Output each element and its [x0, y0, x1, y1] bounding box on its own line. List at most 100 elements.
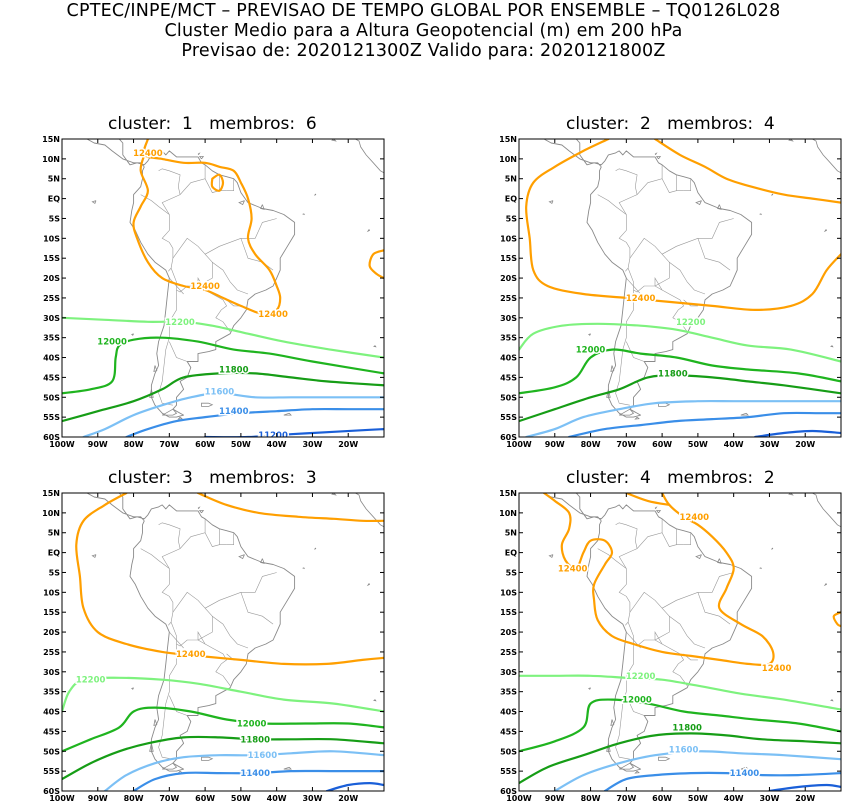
lon-tick-label: 40W	[267, 794, 287, 803]
lon-tick-label: 30W	[759, 794, 779, 803]
island	[201, 756, 214, 761]
lon-tick-label: 70W	[616, 440, 636, 449]
lon-tick-label: 70W	[159, 794, 179, 803]
contour-label: 12400	[626, 294, 656, 304]
contour-label: 12000	[237, 719, 267, 729]
map-panel-3: 12400 12200 12000 11800 11600 11400 15N 10N 5N EQ…	[42, 489, 385, 803]
contour-11800	[519, 732, 841, 785]
island	[812, 493, 841, 528]
lat-tick-label: 20S	[43, 274, 60, 283]
lon-tick-label: 100W	[49, 440, 75, 449]
lat-tick-label: EQ	[48, 549, 60, 558]
lat-tick-label: 5N	[505, 529, 517, 538]
contour-11600	[82, 392, 384, 437]
country-border	[158, 168, 181, 195]
island	[238, 554, 245, 560]
lon-tick-label: 60W	[195, 440, 215, 449]
lat-tick-label: 50S	[43, 747, 60, 756]
lat-tick-label: 15S	[43, 254, 60, 263]
lat-tick-label: 5S	[49, 568, 61, 577]
lat-tick-label: 15N	[42, 489, 60, 498]
lat-tick-label: 10N	[499, 509, 517, 518]
contour-12200	[62, 316, 384, 359]
lat-tick-label: 25S	[500, 294, 517, 303]
contour-12400	[75, 493, 384, 666]
contour-label: 11600	[205, 387, 235, 397]
country-border	[615, 168, 638, 195]
country-border	[197, 631, 206, 645]
lat-tick-label: 30S	[500, 668, 517, 677]
lon-tick-label: 70W	[159, 440, 179, 449]
country-border	[158, 290, 177, 406]
coastline	[86, 493, 296, 772]
contour-label: 11600	[669, 745, 699, 755]
island	[177, 416, 183, 420]
map-area: 12400 12200 12000 11800 11600 11400	[62, 493, 384, 791]
island	[610, 365, 615, 372]
island	[260, 558, 265, 564]
lat-tick-label: 40S	[43, 354, 60, 363]
contour-12400	[368, 249, 384, 280]
lat-tick-label: 45S	[43, 727, 60, 736]
lon-tick-label: 30W	[302, 794, 322, 803]
panel-title-2: cluster: 2 membros: 4	[566, 114, 775, 134]
lat-tick-label: EQ	[505, 549, 517, 558]
lon-tick-label: 60W	[195, 794, 215, 803]
subtitle: Cluster Medio para a Altura Geopotencial…	[164, 21, 683, 41]
island	[131, 333, 134, 336]
map-area: 12400 12400 12400 12200 12000 11800 11600 11400…	[62, 139, 384, 437]
contour-label: 12400	[258, 310, 288, 320]
country-border	[629, 237, 670, 287]
island	[366, 228, 371, 233]
island	[610, 719, 615, 726]
country-border	[170, 621, 231, 686]
contour-12400	[132, 139, 282, 316]
lat-tick-label: 30S	[43, 668, 60, 677]
island	[658, 756, 671, 761]
island	[260, 204, 265, 210]
island	[149, 743, 154, 752]
island	[759, 567, 762, 570]
lon-tick-label: 60W	[652, 794, 672, 803]
country-border	[161, 178, 227, 215]
lat-tick-label: 15S	[500, 254, 517, 263]
country-border	[669, 615, 706, 649]
contour-11600	[553, 750, 841, 791]
lon-tick-label: 50W	[231, 440, 251, 449]
island	[588, 333, 591, 336]
lon-tick-label: 80W	[124, 794, 144, 803]
country-border	[226, 532, 234, 545]
lat-tick-label: 60S	[500, 787, 517, 796]
island	[331, 139, 337, 142]
contour-12400	[653, 139, 841, 204]
island	[197, 506, 201, 510]
country-border	[161, 532, 227, 569]
contour-label: 11400	[219, 407, 249, 417]
island	[823, 228, 828, 233]
map-area: 12400 12200 12000 11800	[519, 139, 841, 437]
island	[331, 493, 337, 496]
lon-tick-label: 80W	[581, 794, 601, 803]
lon-tick-label: 20W	[795, 794, 815, 803]
country-border	[615, 522, 638, 549]
lon-tick-label: 30W	[759, 440, 779, 449]
map-frame	[61, 492, 385, 792]
panel-title-1: cluster: 1 membros: 6	[108, 114, 317, 134]
lon-tick-label: 100W	[506, 440, 532, 449]
island	[283, 412, 292, 416]
country-border	[140, 548, 174, 626]
lon-tick-label: 90W	[88, 440, 108, 449]
lat-tick-label: 20S	[500, 274, 517, 283]
lat-tick-label: 45S	[43, 373, 60, 382]
contour-label: 12400	[680, 513, 710, 523]
lat-tick-label: 30S	[500, 314, 517, 323]
country-border	[618, 178, 684, 215]
country-border	[669, 261, 706, 295]
forecast-dates: Previsao de: 2020121300Z Valido para: 20…	[181, 41, 666, 61]
island	[153, 365, 158, 372]
country-border	[627, 267, 688, 332]
lat-tick-label: 20S	[43, 628, 60, 637]
contour-label: 11800	[219, 365, 249, 375]
contour-label: 12200	[676, 318, 706, 328]
lon-tick-label: 100W	[506, 794, 532, 803]
